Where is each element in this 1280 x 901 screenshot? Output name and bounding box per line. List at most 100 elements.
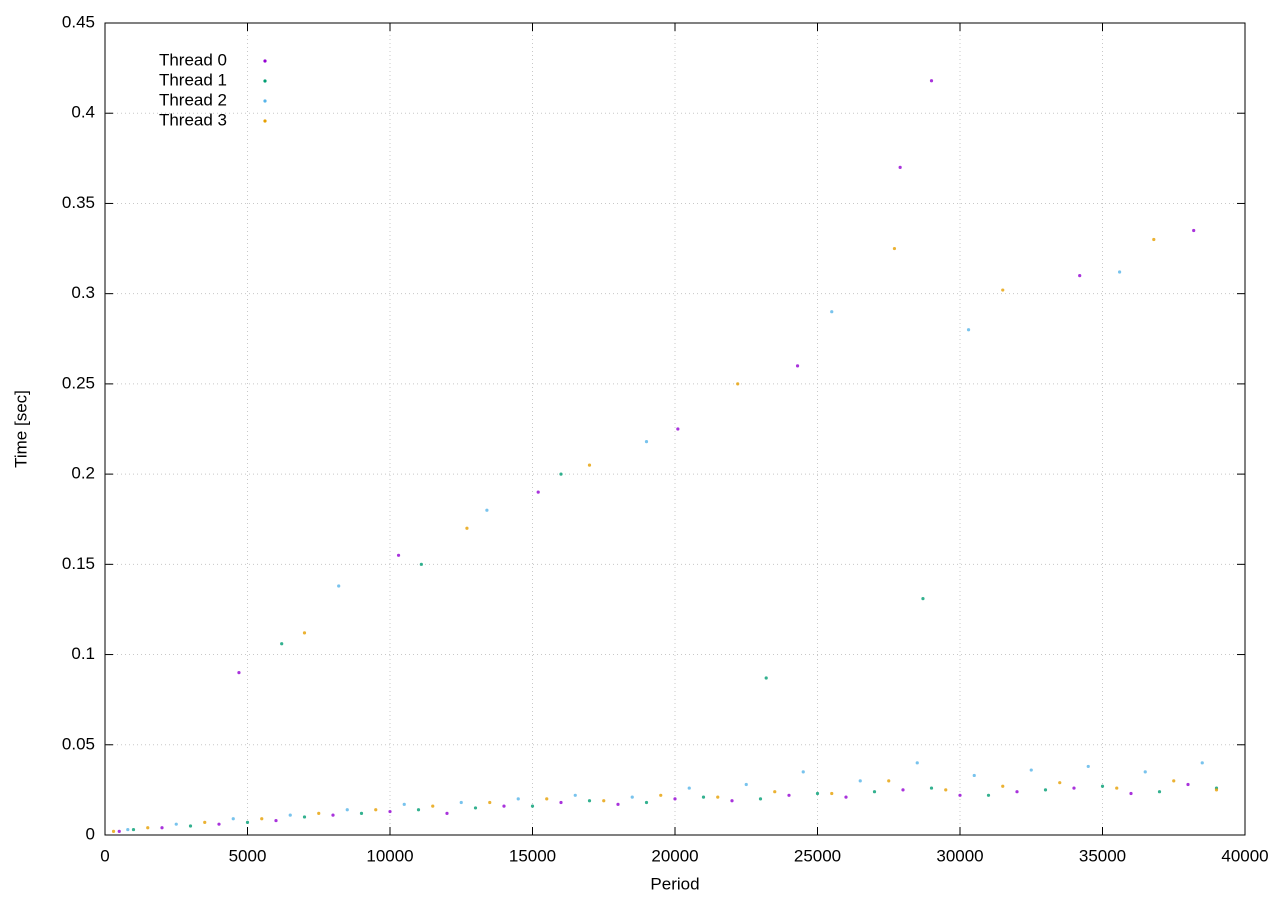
data-point xyxy=(530,804,535,808)
data-point xyxy=(744,782,748,787)
data-point xyxy=(160,826,164,830)
data-point xyxy=(701,795,706,799)
data-point xyxy=(929,79,934,83)
data-point xyxy=(188,824,193,828)
data-point xyxy=(872,790,877,794)
data-point xyxy=(174,822,178,826)
y-tick-label: 0.25 xyxy=(62,373,95,392)
data-point xyxy=(986,793,991,797)
data-point xyxy=(203,820,207,824)
data-point xyxy=(844,795,848,799)
data-point xyxy=(716,795,720,799)
data-point xyxy=(972,773,976,778)
data-point xyxy=(1214,788,1219,792)
data-point xyxy=(559,472,563,476)
y-axis-label: Time [sec] xyxy=(11,390,30,468)
data-point xyxy=(630,795,634,799)
data-point xyxy=(1118,270,1122,274)
x-tick-label: 40000 xyxy=(1221,846,1268,865)
data-point xyxy=(958,793,962,797)
data-point xyxy=(587,463,592,467)
data-point xyxy=(431,804,435,808)
legend-swatch xyxy=(263,119,267,123)
data-point xyxy=(830,791,834,796)
x-tick-label: 5000 xyxy=(229,846,267,865)
data-point xyxy=(374,808,378,812)
y-tick-label: 0.15 xyxy=(62,554,95,573)
data-point xyxy=(1086,764,1090,769)
data-point xyxy=(302,631,307,635)
legend-label: Thread 3 xyxy=(159,110,227,129)
data-point xyxy=(898,165,902,169)
data-point xyxy=(419,562,423,566)
data-point xyxy=(1001,288,1005,292)
data-point xyxy=(131,827,136,832)
data-point xyxy=(944,788,948,792)
data-point xyxy=(302,815,307,819)
x-tick-label: 15000 xyxy=(509,846,556,865)
data-point xyxy=(260,817,264,821)
data-point xyxy=(1029,768,1033,772)
data-point xyxy=(488,800,492,805)
data-point xyxy=(602,799,606,803)
data-point xyxy=(644,440,649,444)
legend-label: Thread 0 xyxy=(159,50,227,69)
data-point xyxy=(245,820,250,824)
y-tick-label: 0.1 xyxy=(71,644,95,663)
data-point xyxy=(445,811,449,815)
x-tick-label: 10000 xyxy=(366,846,413,865)
data-point xyxy=(1192,228,1196,233)
data-point xyxy=(858,779,862,783)
legend-swatch xyxy=(263,99,267,103)
data-point xyxy=(929,786,934,790)
y-tick-label: 0.45 xyxy=(62,12,95,31)
data-point xyxy=(887,779,891,783)
data-point xyxy=(217,822,221,826)
data-point xyxy=(317,811,321,815)
data-point xyxy=(396,553,401,557)
data-point xyxy=(1100,784,1105,788)
data-point xyxy=(516,797,520,801)
y-tick-label: 0.4 xyxy=(71,103,95,122)
data-point xyxy=(1078,274,1082,278)
x-tick-label: 0 xyxy=(100,846,109,865)
data-point xyxy=(288,813,292,817)
data-point xyxy=(644,800,649,805)
legend-swatch xyxy=(263,59,267,63)
legend-label: Thread 2 xyxy=(159,90,227,109)
data-point xyxy=(815,791,820,796)
data-point xyxy=(773,790,777,794)
data-point xyxy=(1157,790,1162,794)
data-point xyxy=(559,800,563,805)
data-point xyxy=(388,809,392,814)
data-point xyxy=(573,793,577,797)
data-point xyxy=(1152,237,1156,242)
data-point xyxy=(280,642,284,646)
data-point xyxy=(787,793,791,797)
data-point xyxy=(966,328,971,332)
data-point xyxy=(465,526,469,530)
plot-frame xyxy=(104,22,1246,836)
data-point xyxy=(1115,786,1119,790)
data-point xyxy=(736,382,740,386)
x-tick-label: 25000 xyxy=(794,846,841,865)
data-point xyxy=(801,770,805,774)
data-point xyxy=(473,806,478,810)
data-point xyxy=(1186,782,1190,787)
data-point xyxy=(126,827,130,832)
data-point xyxy=(485,508,489,512)
data-point xyxy=(1058,781,1062,785)
data-point xyxy=(502,804,506,808)
data-point xyxy=(1200,761,1204,765)
y-tick-label: 0.05 xyxy=(62,734,95,753)
data-point xyxy=(402,802,406,806)
data-point xyxy=(730,799,734,803)
data-point xyxy=(673,797,677,801)
data-point xyxy=(1172,779,1176,783)
data-point xyxy=(545,797,549,801)
data-point xyxy=(345,808,349,812)
data-point xyxy=(146,826,150,830)
x-tick-label: 20000 xyxy=(651,846,698,865)
data-point xyxy=(1143,770,1147,774)
data-point xyxy=(901,788,905,792)
